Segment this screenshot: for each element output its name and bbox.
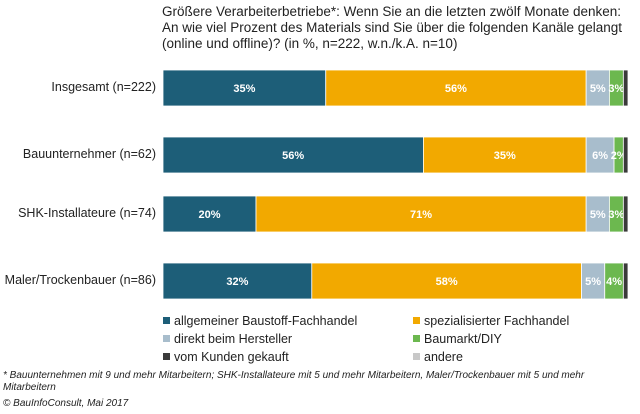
- data-label: 4%: [606, 276, 622, 288]
- bar-segment: [162, 69, 327, 107]
- bar-segment: [311, 262, 582, 300]
- bar-segment: [422, 136, 587, 174]
- bar-segment: [585, 136, 615, 174]
- bar-segment: [622, 262, 629, 300]
- legend-item: andere: [413, 350, 463, 364]
- bar-segment: [622, 195, 629, 233]
- data-label: 6%: [592, 150, 608, 162]
- data-label: 56%: [282, 150, 304, 162]
- bar-segment: [162, 136, 424, 174]
- bar-segment: [622, 69, 629, 107]
- legend-label: Baumarkt/DIY: [424, 332, 502, 346]
- data-label: 71%: [410, 209, 432, 221]
- category-label: Insgesamt (n=222): [51, 80, 156, 94]
- legend-item: Baumarkt/DIY: [413, 332, 502, 346]
- category-label: SHK-Installateure (n=74): [18, 206, 156, 220]
- data-label: 2%: [611, 150, 627, 162]
- category-label: Maler/Trockenbauer (n=86): [4, 273, 156, 287]
- legend-item: vom Kunden gekauft: [163, 350, 289, 364]
- legend-label: andere: [424, 350, 463, 364]
- legend-swatch: [163, 335, 170, 342]
- data-label: 20%: [198, 209, 220, 221]
- bar-segment: [622, 136, 629, 174]
- data-label: 56%: [445, 83, 467, 95]
- legend-swatch: [163, 353, 170, 360]
- legend-swatch: [163, 317, 170, 324]
- legend-swatch: [413, 353, 420, 360]
- chart-title: Größere Verarbeiterbetriebe*: Wenn Sie a…: [162, 4, 623, 51]
- legend-swatch: [413, 335, 420, 342]
- bar-segment: [325, 69, 587, 107]
- data-label: 5%: [590, 209, 606, 221]
- data-label: 35%: [494, 150, 516, 162]
- legend-item: direkt beim Hersteller: [163, 332, 292, 346]
- data-label: 58%: [436, 276, 458, 288]
- footnote: * Bauunternehmen mit 9 und mehr Mitarbei…: [3, 370, 585, 393]
- category-label: Bauunternehmer (n=62): [22, 147, 156, 161]
- data-label: 35%: [233, 83, 255, 95]
- legend-label: direkt beim Hersteller: [174, 332, 293, 346]
- legend-item: allgemeiner Baustoff-Fachhandel: [163, 314, 357, 328]
- data-label: 32%: [226, 276, 248, 288]
- legend-label: spezialisierter Fachhandel: [424, 314, 570, 328]
- data-label: 5%: [590, 83, 606, 95]
- bar-segment: [162, 262, 313, 300]
- bar-segment: [162, 195, 257, 233]
- copyright: © BauInfoConsult, Mai 2017: [3, 398, 129, 409]
- legend-item: spezialisierter Fachhandel: [413, 314, 569, 328]
- data-label: 5%: [585, 276, 601, 288]
- data-label: 3%: [608, 209, 624, 221]
- data-label: 3%: [608, 83, 624, 95]
- legend-swatch: [413, 317, 420, 324]
- legend-label: vom Kunden gekauft: [174, 350, 289, 364]
- legend-label: allgemeiner Baustoff-Fachhandel: [174, 314, 358, 328]
